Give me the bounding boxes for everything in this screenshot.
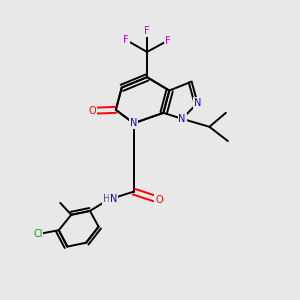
Text: O: O [88,106,96,116]
Text: N: N [130,118,137,128]
Text: F: F [144,26,150,36]
Text: Cl: Cl [33,229,43,239]
Text: F: F [165,36,171,46]
Text: N: N [110,194,117,204]
Text: H: H [103,194,110,204]
Text: F: F [123,35,129,45]
Text: N: N [194,98,201,108]
Text: N: N [178,114,186,124]
Text: O: O [155,195,163,205]
